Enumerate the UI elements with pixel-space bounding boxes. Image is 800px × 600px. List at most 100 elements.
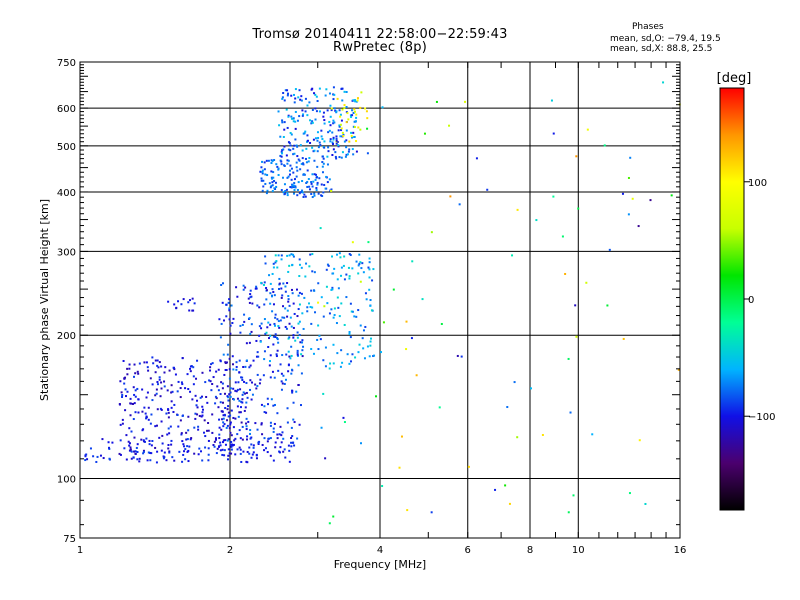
data-point bbox=[288, 173, 291, 176]
data-point bbox=[351, 109, 354, 112]
data-point bbox=[185, 431, 188, 434]
data-point bbox=[311, 120, 314, 123]
data-point bbox=[353, 315, 356, 318]
data-point bbox=[142, 450, 145, 453]
data-point bbox=[286, 407, 289, 410]
data-point bbox=[150, 413, 153, 416]
data-point bbox=[622, 337, 625, 340]
data-point bbox=[263, 318, 266, 321]
data-point bbox=[367, 266, 370, 269]
data-point bbox=[340, 266, 343, 269]
data-point bbox=[141, 388, 144, 391]
data-point bbox=[298, 291, 301, 294]
data-point bbox=[223, 373, 226, 376]
data-point bbox=[300, 372, 303, 375]
data-point bbox=[263, 161, 266, 164]
data-point bbox=[302, 327, 305, 330]
y-tick-label: 400 bbox=[57, 188, 76, 199]
data-point bbox=[677, 368, 680, 371]
data-point bbox=[508, 502, 511, 505]
data-point bbox=[332, 122, 335, 125]
data-point bbox=[214, 402, 217, 405]
data-point bbox=[120, 391, 123, 394]
data-point bbox=[288, 304, 291, 307]
data-point bbox=[281, 152, 284, 155]
data-point bbox=[316, 181, 319, 184]
data-point bbox=[302, 162, 305, 165]
data-point bbox=[287, 300, 290, 303]
data-point bbox=[256, 304, 259, 307]
data-point bbox=[252, 444, 255, 447]
data-point bbox=[331, 131, 334, 134]
data-point bbox=[227, 396, 230, 399]
data-point bbox=[332, 136, 335, 139]
data-point bbox=[250, 323, 253, 326]
data-point bbox=[318, 87, 321, 90]
data-point bbox=[321, 138, 324, 141]
data-point bbox=[362, 329, 365, 332]
data-point bbox=[187, 460, 190, 463]
data-point bbox=[504, 484, 507, 487]
data-point bbox=[297, 308, 300, 311]
data-point bbox=[165, 412, 168, 415]
data-point bbox=[272, 290, 275, 293]
data-point bbox=[224, 407, 227, 410]
data-point bbox=[218, 437, 221, 440]
data-point bbox=[229, 324, 232, 327]
data-point bbox=[276, 165, 279, 168]
data-point bbox=[261, 160, 264, 163]
data-point bbox=[332, 138, 335, 141]
data-point bbox=[229, 421, 232, 424]
data-point bbox=[291, 185, 294, 188]
data-point bbox=[290, 133, 293, 136]
data-point bbox=[293, 93, 296, 96]
data-point bbox=[348, 140, 351, 143]
data-point bbox=[310, 88, 313, 91]
data-point bbox=[567, 357, 570, 360]
data-point bbox=[306, 104, 309, 107]
data-point bbox=[340, 119, 343, 122]
data-point bbox=[317, 146, 320, 149]
data-point bbox=[318, 141, 321, 144]
data-point bbox=[270, 170, 273, 173]
data-point bbox=[136, 458, 139, 461]
data-point bbox=[137, 398, 140, 401]
data-point bbox=[332, 119, 335, 122]
data-point bbox=[265, 287, 268, 290]
data-point bbox=[197, 453, 200, 456]
data-point bbox=[234, 389, 237, 392]
data-point bbox=[286, 126, 289, 129]
data-point bbox=[362, 271, 365, 274]
data-point bbox=[321, 171, 324, 174]
data-point bbox=[286, 421, 289, 424]
data-point bbox=[288, 322, 291, 325]
data-point bbox=[276, 338, 279, 341]
data-point bbox=[366, 152, 369, 155]
data-point bbox=[356, 99, 359, 102]
data-point bbox=[121, 418, 124, 421]
data-point bbox=[406, 509, 409, 512]
data-point bbox=[203, 431, 206, 434]
data-point bbox=[235, 368, 238, 371]
data-point bbox=[449, 195, 452, 198]
data-point bbox=[129, 397, 132, 400]
data-point bbox=[289, 316, 292, 319]
data-point bbox=[238, 429, 241, 432]
data-point bbox=[282, 282, 285, 285]
data-point bbox=[309, 141, 312, 144]
data-point bbox=[329, 124, 332, 127]
data-point bbox=[322, 157, 325, 160]
data-point bbox=[240, 460, 243, 463]
data-point bbox=[288, 254, 291, 257]
data-point bbox=[221, 410, 224, 413]
data-point bbox=[304, 195, 307, 198]
data-point bbox=[204, 435, 207, 438]
data-point bbox=[269, 437, 272, 440]
data-point bbox=[285, 108, 288, 111]
data-point bbox=[229, 391, 232, 394]
data-point bbox=[256, 385, 259, 388]
data-point bbox=[245, 391, 248, 394]
data-point bbox=[179, 419, 182, 422]
data-point bbox=[136, 370, 139, 373]
colorbar-tick-label: 100 bbox=[748, 178, 767, 189]
